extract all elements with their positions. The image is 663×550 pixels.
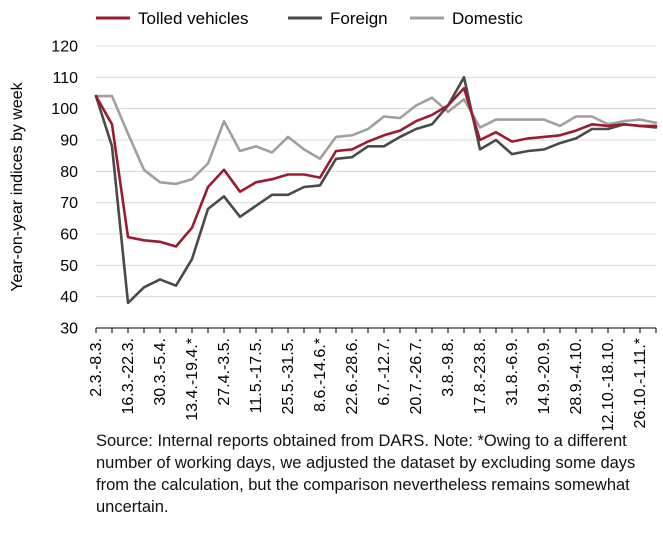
y-tick-label: 110 (52, 70, 78, 87)
legend-label: Foreign (330, 9, 388, 28)
source-note: Source: Internal reports obtained from D… (96, 432, 636, 516)
axes: 30 40 50 60 70 80 90 100 110 120 2.3.-8.3. 16.3.-22… (51, 39, 657, 430)
x-tick-label: 2.3.-8.3. (88, 338, 105, 397)
legend: Tolled vehicles Foreign Domestic (96, 9, 523, 28)
x-tick-label: 11.5.-17.5. (248, 338, 265, 413)
series-line-foreign (94, 76, 658, 305)
x-tick-label: 27.4.-3.5. (216, 338, 233, 406)
y-tick-label: 100 (51, 101, 78, 118)
series-lines (94, 76, 658, 305)
x-tick-label: 3.8.-9.8. (440, 338, 457, 397)
x-tick-label: 26.10.-1.11.* (632, 338, 649, 428)
series-line-tolled-vehicles (94, 87, 658, 248)
y-tick-label: 60 (60, 227, 78, 244)
x-tick-label: 12.10.-18.10. (600, 338, 617, 430)
y-tick-label: 30 (60, 321, 78, 338)
x-tick-label: 28.9.-4.10. (568, 338, 585, 415)
y-tick-label: 50 (60, 258, 78, 275)
legend-label: Tolled vehicles (138, 9, 249, 28)
x-tick-label: 8.6.-14.6.* (312, 338, 329, 412)
line-chart: 30 40 50 60 70 80 90 100 110 120 2.3.-8.3. 16.3.-22… (9, 9, 658, 430)
y-tick-label: 80 (60, 164, 78, 181)
y-tick-label: 70 (60, 195, 78, 212)
series-line-domestic (94, 94, 658, 186)
x-tick-label: 25.5.-31.5. (280, 338, 297, 415)
x-tick-label: 14.9.-20.9. (536, 338, 553, 415)
legend-label: Domestic (452, 9, 523, 28)
x-tick-label: 6.7.-12.7. (376, 338, 393, 406)
y-tick-label: 90 (60, 133, 78, 150)
grid (96, 45, 656, 298)
y-tick-label: 40 (60, 289, 78, 306)
x-tick-label: 30.3.-5.4. (152, 338, 169, 406)
y-tick-label: 120 (51, 39, 78, 56)
x-tick-label: 17.8.-23.8. (472, 338, 489, 415)
x-tick-label: 20.7.-26.7. (408, 338, 425, 415)
x-tick-label: 31.8.-6.9. (504, 338, 521, 406)
x-tick-label: 13.4.-19.4.* (184, 338, 201, 421)
y-axis-title: Year-on-year indices by week (9, 81, 26, 291)
x-tick-label: 16.3.-22.3. (120, 338, 137, 415)
x-tick-label: 22.6.-28.6. (344, 338, 361, 415)
